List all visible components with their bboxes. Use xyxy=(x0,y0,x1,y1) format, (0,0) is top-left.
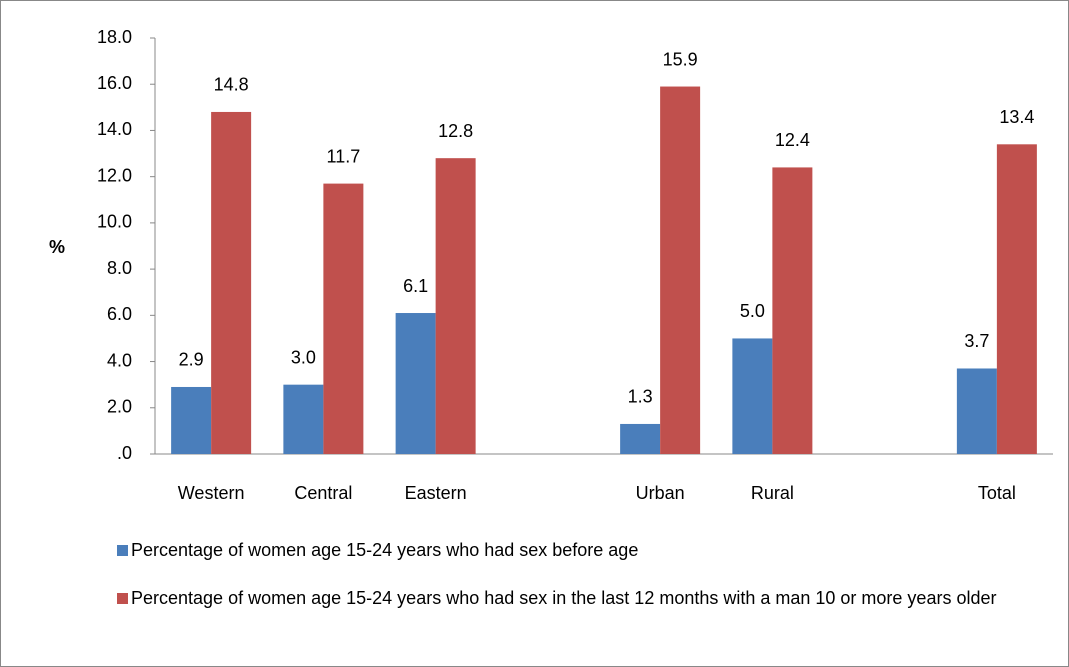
legend: Percentage of women age 15-24 years who … xyxy=(117,538,1037,634)
bar xyxy=(323,183,364,454)
x-tick-label: Central xyxy=(294,483,352,503)
bar xyxy=(171,386,212,454)
y-axis-label: % xyxy=(49,237,65,257)
value-label: 3.7 xyxy=(964,331,989,351)
legend-entry: Percentage of women age 15-24 years who … xyxy=(117,538,1037,563)
y-tick-label: 8.0 xyxy=(107,258,132,278)
value-label: 6.1 xyxy=(403,276,428,296)
bar xyxy=(956,368,997,454)
bar xyxy=(620,423,661,454)
x-tick-label: Total xyxy=(978,483,1016,503)
x-tick-label: Rural xyxy=(751,483,794,503)
legend-entry: Percentage of women age 15-24 years who … xyxy=(117,586,1037,611)
value-label: 15.9 xyxy=(663,49,698,69)
bar xyxy=(772,167,813,454)
bar xyxy=(996,144,1037,455)
x-tick-label: Western xyxy=(178,483,245,503)
y-tick-label: .0 xyxy=(117,443,132,463)
x-tick-label: Urban xyxy=(636,483,685,503)
value-label: 5.0 xyxy=(740,301,765,321)
y-tick-label: 18.0 xyxy=(97,27,132,47)
y-tick-label: 2.0 xyxy=(107,397,132,417)
x-tick-label: Eastern xyxy=(405,483,467,503)
bar xyxy=(660,86,701,455)
legend-swatch xyxy=(117,593,128,604)
y-tick-label: 4.0 xyxy=(107,350,132,370)
bar xyxy=(732,338,773,454)
y-tick-label: 12.0 xyxy=(97,165,132,185)
bar xyxy=(283,384,324,454)
bar xyxy=(211,111,252,454)
value-label: 12.4 xyxy=(775,130,810,150)
y-tick-label: 6.0 xyxy=(107,304,132,324)
legend-swatch xyxy=(117,545,128,556)
value-label: 13.4 xyxy=(999,107,1034,127)
value-label: 3.0 xyxy=(291,347,316,367)
value-label: 12.8 xyxy=(438,121,473,141)
value-label: 1.3 xyxy=(628,387,653,407)
value-label: 14.8 xyxy=(214,75,249,95)
bar xyxy=(395,313,436,454)
bar xyxy=(435,158,476,454)
y-tick-label: 10.0 xyxy=(97,212,132,232)
value-label: 11.7 xyxy=(327,146,361,166)
legend-label: Percentage of women age 15-24 years who … xyxy=(131,588,997,608)
value-label: 2.9 xyxy=(179,350,204,370)
legend-label: Percentage of women age 15-24 years who … xyxy=(131,540,639,560)
y-tick-label: 16.0 xyxy=(97,73,132,93)
y-tick-label: 14.0 xyxy=(97,119,132,139)
